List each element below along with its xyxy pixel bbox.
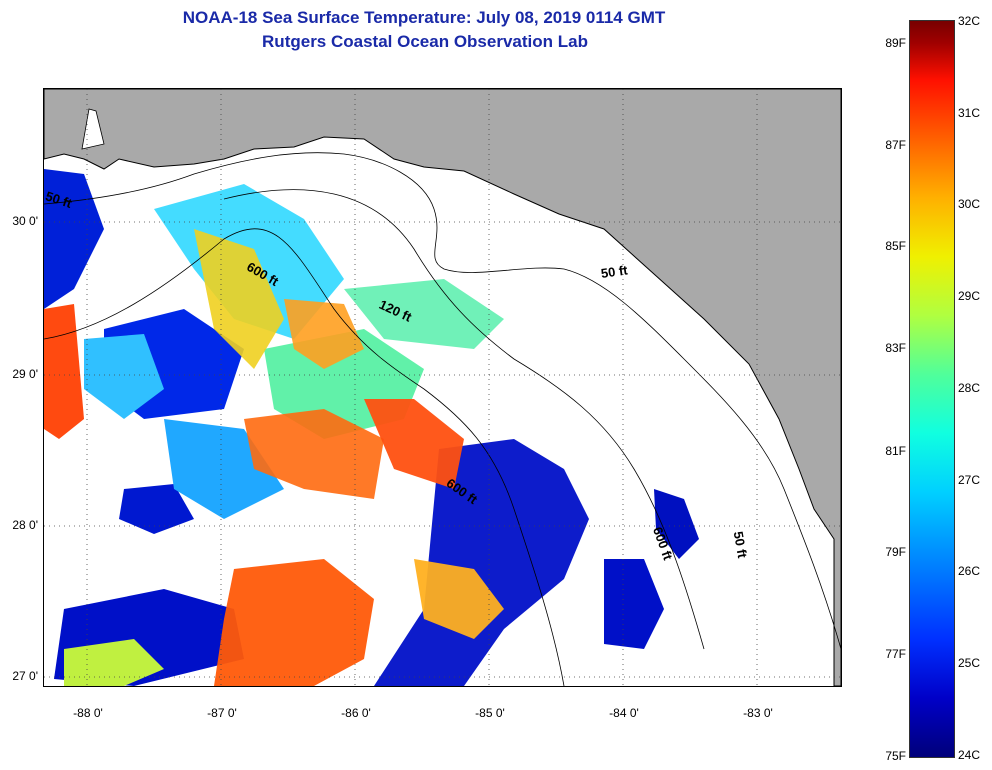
colorbar-c-label: 25C (958, 656, 981, 670)
sst-map[interactable] (43, 88, 842, 687)
colorbar-c-label: 28C (958, 381, 981, 395)
sst-patch-warm (414, 559, 504, 639)
sst-patch-warm (214, 559, 374, 686)
sst-patch-warm (44, 304, 84, 439)
sst-patch-cold (119, 484, 194, 534)
sst-patches (44, 169, 699, 686)
colorbar-f-label: 85F (885, 239, 906, 253)
temperature-colorbar (909, 20, 955, 758)
lat-label: 29 0' (12, 367, 38, 381)
colorbar-c-label: 26C (958, 564, 981, 578)
colorbar-c-label: 32C (958, 14, 981, 28)
sst-map-canvas (44, 89, 841, 686)
depth-contour-600ft (44, 228, 565, 686)
lat-label: 27 0' (12, 669, 38, 683)
lon-label: -88 0' (73, 706, 103, 720)
sst-patch-cold (654, 489, 699, 559)
colorbar-f-label: 75F (885, 749, 906, 763)
depth-contour-50ft (44, 152, 841, 650)
sst-patch-cold (44, 169, 104, 309)
lon-label: -83 0' (743, 706, 773, 720)
colorbar-f-label: 89F (885, 36, 906, 50)
colorbar-f-label: 87F (885, 138, 906, 152)
bay-notch (81, 108, 105, 150)
colorbar-c-label: 31C (958, 106, 981, 120)
lat-label: 28 0' (12, 518, 38, 532)
lon-label: -86 0' (341, 706, 371, 720)
sst-patch-warm (194, 229, 284, 369)
colorbar-f-label: 77F (885, 647, 906, 661)
lon-label: -85 0' (475, 706, 505, 720)
depth-contour-120ft (223, 189, 705, 650)
sst-patch-warm (364, 399, 464, 489)
colorbar-c-label: 29C (958, 289, 981, 303)
colorbar-c-label: 30C (958, 197, 981, 211)
colorbar-c-label: 27C (958, 473, 981, 487)
land-mass (44, 89, 841, 686)
colorbar-f-label: 79F (885, 545, 906, 559)
sst-patch-warm (64, 639, 164, 686)
lon-label: -84 0' (609, 706, 639, 720)
colorbar-f-label: 81F (885, 444, 906, 458)
lon-label: -87 0' (207, 706, 237, 720)
sst-patch-warm (244, 409, 384, 499)
sst-patch-mild (84, 334, 164, 419)
lat-label: 30 0' (12, 214, 38, 228)
colorbar-f-label: 83F (885, 341, 906, 355)
sst-patch-warm (284, 299, 364, 369)
colorbar-c-label: 24C (958, 748, 981, 762)
sst-patch-cold (374, 439, 589, 686)
sst-patch-mild (344, 279, 504, 349)
map-subtitle: Rutgers Coastal Ocean Observation Lab (262, 32, 588, 51)
map-title: NOAA-18 Sea Surface Temperature: July 08… (182, 8, 666, 27)
sst-patch-cold (604, 559, 664, 649)
